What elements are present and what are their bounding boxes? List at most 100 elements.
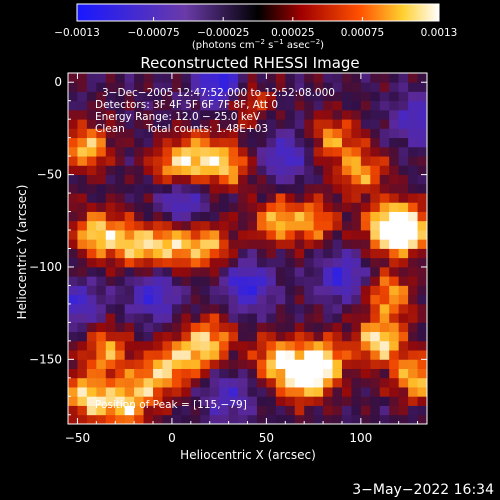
heatmap-cell (398, 350, 409, 360)
heatmap-cell (228, 183, 239, 194)
heatmap-cell (266, 119, 277, 129)
heatmap-cell (209, 119, 220, 129)
heatmap-cell (96, 183, 107, 194)
heatmap-cell (275, 82, 286, 92)
heatmap-cell (219, 137, 230, 148)
heatmap-cell (323, 211, 333, 222)
x-tick-label: −50 (65, 431, 90, 445)
heatmap-cell (238, 294, 248, 305)
heatmap-cell (379, 82, 390, 92)
heatmap-cell (209, 414, 220, 424)
heatmap-cell (68, 368, 78, 379)
heatmap-cell (86, 183, 97, 194)
heatmap-cell (304, 387, 315, 397)
heatmap-cell (266, 257, 277, 268)
heatmap-cell (247, 350, 258, 360)
heatmap-cell (323, 303, 333, 314)
heatmap-cell (360, 285, 371, 296)
heatmap-cell (219, 396, 230, 406)
heatmap-cell (332, 303, 343, 314)
heatmap-cell (171, 377, 182, 388)
heatmap-cell (115, 359, 126, 369)
heatmap-cell (341, 285, 352, 296)
heatmap-cell (209, 248, 220, 259)
heatmap-cell (219, 405, 230, 416)
heatmap-cell (143, 146, 154, 157)
heatmap-cell (153, 100, 163, 111)
heatmap-cell (417, 73, 427, 83)
heatmap-cell (313, 414, 324, 424)
heatmap-cell (266, 387, 277, 397)
heatmap-cell (153, 91, 163, 102)
heatmap-cell (332, 220, 343, 231)
heatmap-cell (266, 230, 277, 240)
heatmap-cell (370, 73, 381, 83)
heatmap-cell (86, 146, 97, 157)
heatmap-cell (360, 91, 371, 102)
heatmap-cell (294, 396, 305, 406)
heatmap-cell (398, 193, 409, 203)
heatmap-cell (190, 202, 201, 212)
heatmap-cell (228, 322, 239, 333)
heatmap-cell (408, 285, 418, 296)
heatmap-cell (285, 220, 296, 231)
heatmap-cell (247, 100, 258, 111)
heatmap-cell (389, 414, 400, 424)
heatmap-cell (105, 266, 116, 277)
heatmap-cell (266, 193, 277, 203)
heatmap-cell (304, 220, 315, 231)
heatmap-cell (96, 156, 107, 166)
heatmap-cell (124, 387, 135, 397)
heatmap-cell (313, 248, 324, 259)
heatmap-cell (77, 285, 88, 296)
heatmap-cell (332, 294, 343, 305)
heatmap-cell (389, 396, 400, 406)
heatmap-cell (266, 248, 277, 259)
heatmap-cell (238, 266, 248, 277)
heatmap-cell (398, 82, 409, 92)
heatmap-cell (86, 165, 97, 176)
heatmap-cell (105, 109, 116, 120)
heatmap-cell (209, 202, 220, 212)
heatmap-cell (256, 414, 267, 424)
heatmap-cell (209, 350, 220, 360)
heatmap-cell (266, 276, 277, 286)
heatmap-cell (379, 257, 390, 268)
heatmap-cell (370, 396, 381, 406)
heatmap-cell (162, 220, 173, 231)
heatmap-cell (228, 257, 239, 268)
heatmap-cell (398, 331, 409, 342)
heatmap-cell (153, 359, 163, 369)
heatmap-cell (313, 146, 324, 157)
heatmap-cell (105, 257, 116, 268)
heatmap-cell (96, 73, 107, 83)
heatmap-cell (153, 285, 163, 296)
heatmap-cell (389, 211, 400, 222)
heatmap-cell (190, 239, 201, 249)
heatmap-cell (313, 119, 324, 129)
heatmap-cell (238, 82, 248, 92)
heatmap-cell (323, 82, 333, 92)
heatmap-cell (200, 313, 211, 323)
heatmap-cell (275, 331, 286, 342)
heatmap-cell (266, 340, 277, 351)
heatmap-cell (115, 266, 126, 277)
heatmap-cell (408, 202, 418, 212)
heatmap-cell (153, 303, 163, 314)
heatmap-cell (162, 100, 173, 111)
heatmap-cell (332, 285, 343, 296)
heatmap-cell (304, 137, 315, 148)
detectors-annotation: Detectors: 3F 4F 5F 6F 7F 8F, Att 0 (95, 99, 278, 111)
heatmap-cell (247, 146, 258, 157)
heatmap-cell (124, 248, 135, 259)
heatmap-cell (285, 377, 296, 388)
heatmap-cell (370, 146, 381, 157)
heatmap-cell (238, 230, 248, 240)
heatmap-cell (200, 276, 211, 286)
heatmap-cell (360, 239, 371, 249)
heatmap-cell (370, 137, 381, 148)
heatmap-cell (219, 350, 230, 360)
heatmap-cell (304, 294, 315, 305)
heatmap-cell (124, 396, 135, 406)
heatmap-cell (398, 202, 409, 212)
